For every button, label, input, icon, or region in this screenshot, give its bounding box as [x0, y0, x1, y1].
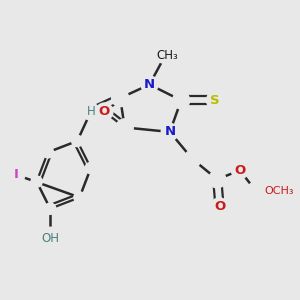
Circle shape [161, 123, 178, 140]
Circle shape [82, 103, 99, 120]
Text: CH₃: CH₃ [157, 49, 178, 62]
Text: H: H [86, 105, 95, 118]
Text: N: N [164, 125, 175, 138]
Circle shape [74, 192, 85, 203]
Circle shape [85, 162, 97, 174]
Circle shape [247, 182, 264, 199]
Text: OH: OH [41, 232, 59, 244]
Circle shape [60, 94, 77, 111]
Circle shape [44, 203, 56, 214]
Circle shape [96, 103, 113, 120]
Circle shape [184, 151, 201, 168]
Text: O: O [99, 105, 110, 118]
Text: O: O [234, 164, 245, 177]
Text: S: S [210, 94, 220, 107]
Text: OCH₃: OCH₃ [265, 186, 294, 196]
Text: I: I [14, 168, 19, 181]
Circle shape [116, 119, 133, 136]
Circle shape [42, 147, 54, 158]
Circle shape [172, 92, 190, 109]
Circle shape [42, 227, 59, 244]
Circle shape [206, 92, 224, 109]
Circle shape [8, 166, 25, 183]
Text: O: O [214, 200, 225, 213]
Circle shape [209, 171, 226, 188]
Circle shape [72, 135, 83, 147]
Circle shape [112, 89, 129, 107]
Text: N: N [144, 78, 155, 91]
Circle shape [231, 162, 248, 179]
Circle shape [31, 176, 42, 187]
Circle shape [157, 46, 174, 64]
Circle shape [141, 76, 158, 93]
Circle shape [211, 198, 228, 215]
